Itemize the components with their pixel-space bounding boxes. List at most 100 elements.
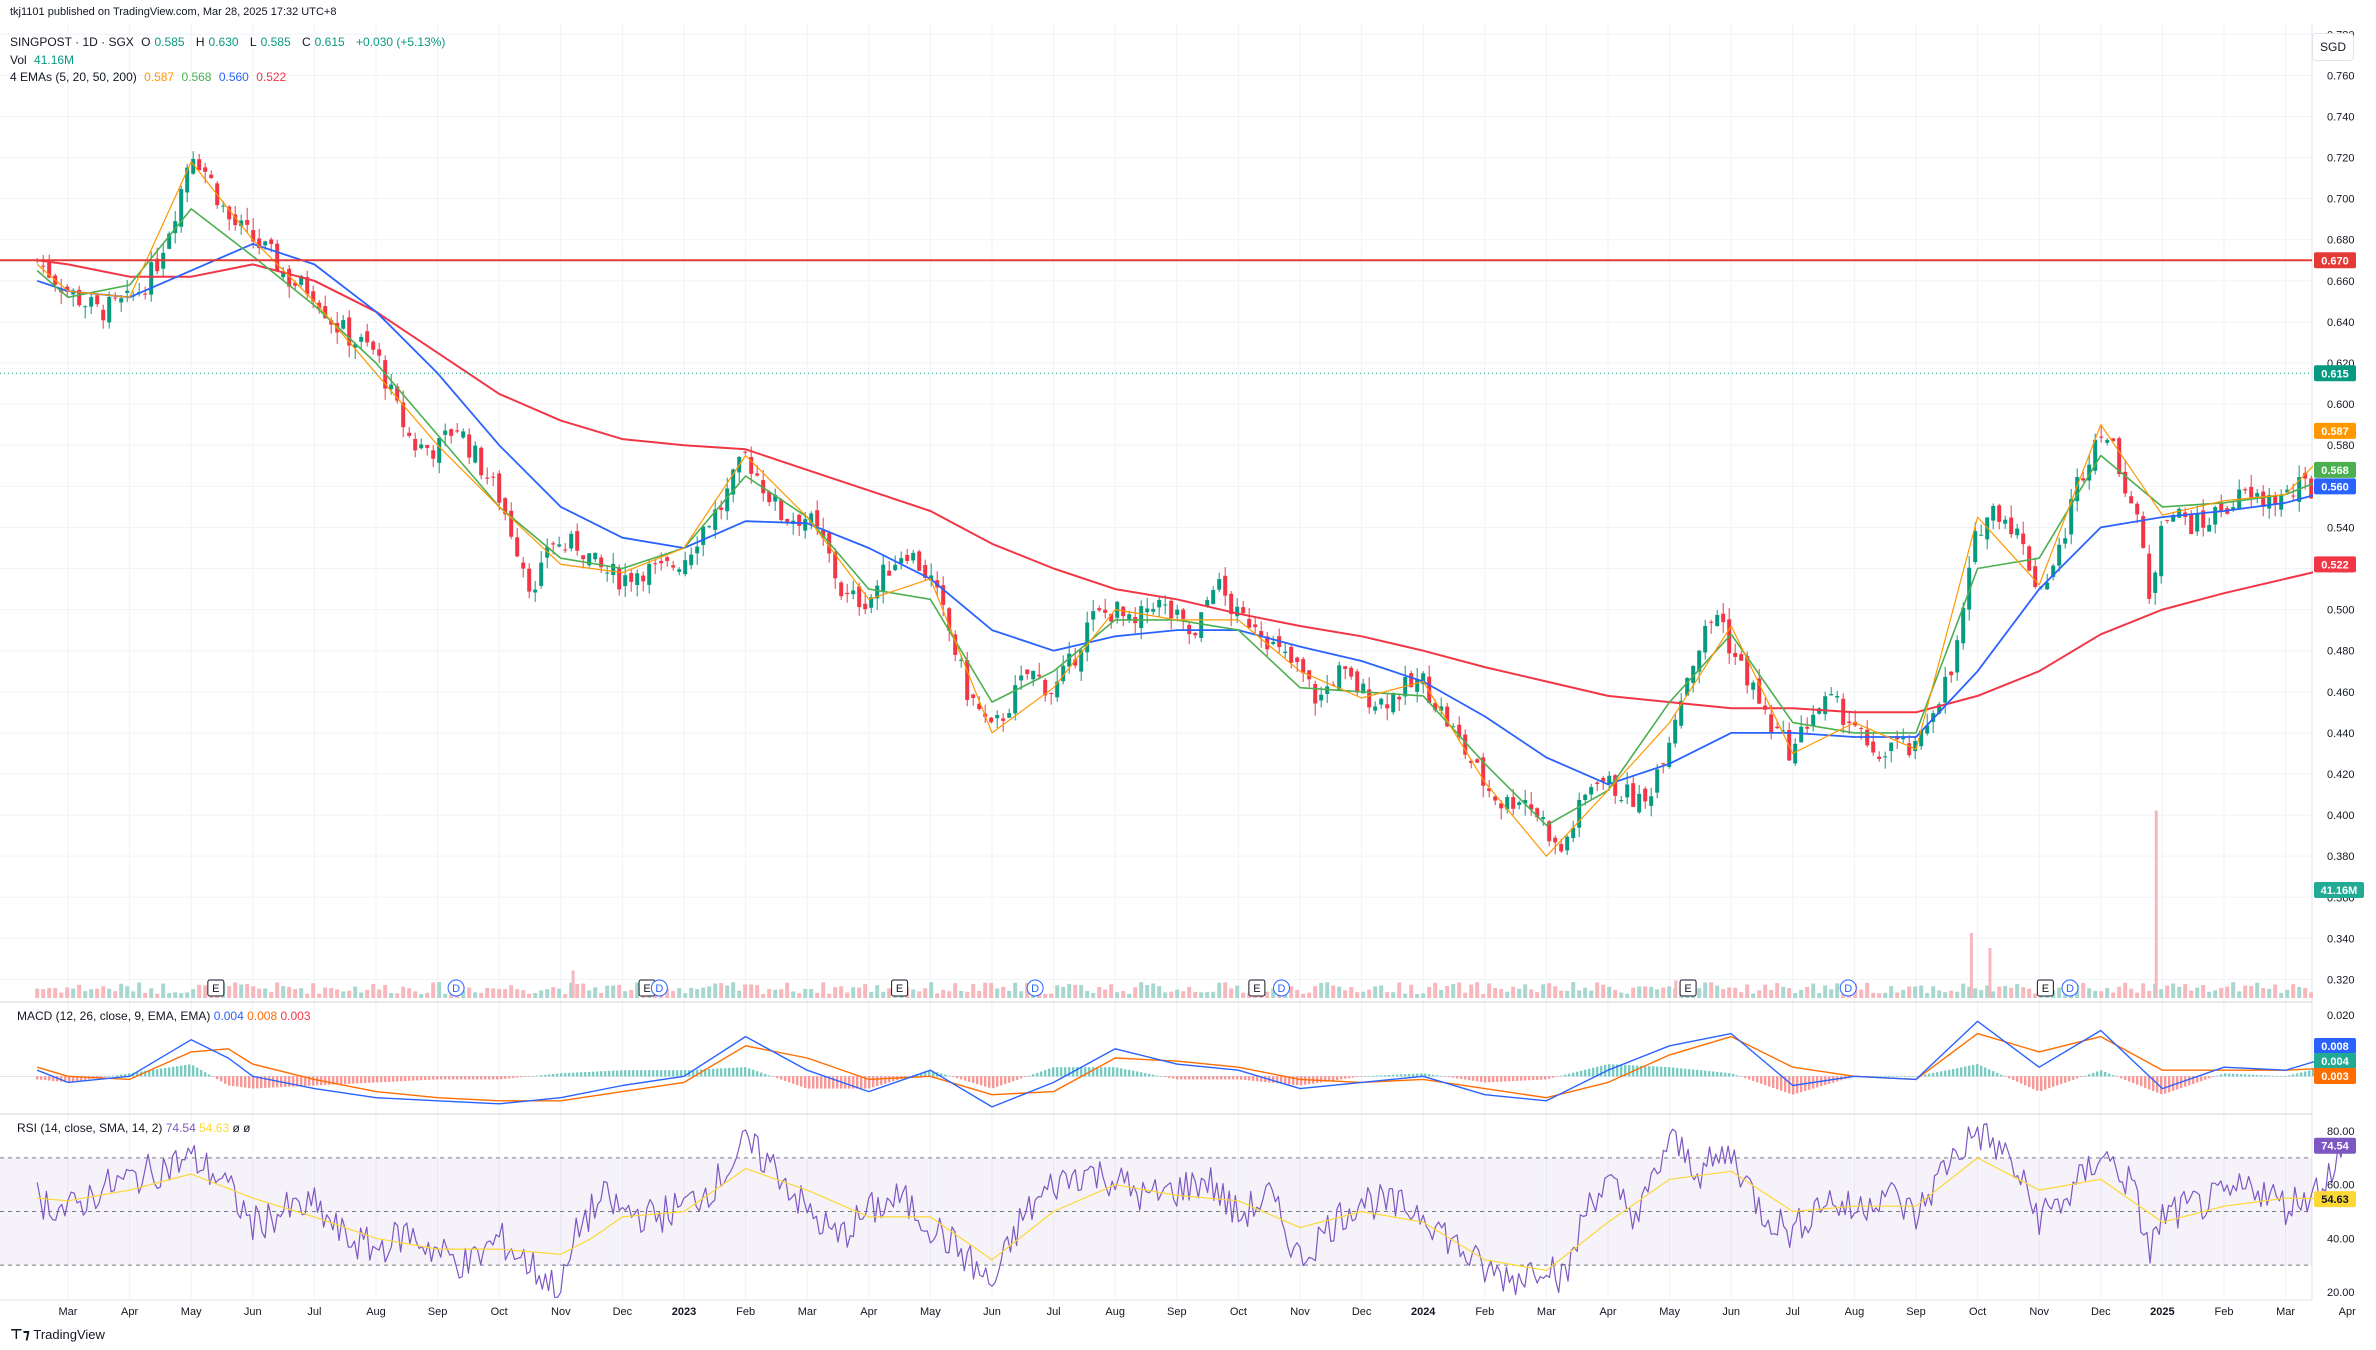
volume-bar <box>1607 986 1612 998</box>
volume-bar <box>1097 987 1102 998</box>
volume-bar <box>1979 990 1984 998</box>
volume-bar <box>383 984 388 998</box>
macd-histogram-bar <box>2052 1076 2055 1087</box>
macd-histogram-bar <box>424 1076 427 1081</box>
candle-body <box>41 265 46 267</box>
candle-body <box>2087 464 2092 481</box>
candle-body <box>179 189 184 227</box>
macd-label[interactable]: MACD (12, 26, close, 9, EMA, EMA) <box>17 1009 211 1023</box>
macd-histogram-bar <box>2244 1074 2247 1077</box>
volume-bar <box>491 988 496 998</box>
volume-bar <box>773 989 778 998</box>
volume-bar <box>2147 990 2152 998</box>
symbol-label[interactable]: SINGPOST · 1D · SGX <box>10 35 134 49</box>
ema50-value: 0.560 <box>218 70 249 84</box>
volume-bar <box>365 989 370 998</box>
macd-histogram-bar <box>1772 1076 1775 1088</box>
volume-bar <box>2171 983 2176 998</box>
macd-histogram-bar <box>1092 1067 1095 1077</box>
macd-histogram-bar <box>440 1076 443 1080</box>
candle-body <box>1829 694 1834 696</box>
vol-label[interactable]: Vol <box>10 53 27 67</box>
candle-body <box>1169 600 1174 619</box>
volume-bar <box>2213 990 2218 998</box>
macd-histogram-bar <box>1528 1076 1531 1081</box>
candle-body <box>809 513 814 524</box>
macd-histogram-bar <box>1476 1076 1479 1082</box>
macd-histogram-bar <box>40 1076 43 1080</box>
candle-body <box>2033 566 2038 587</box>
macd-histogram-bar <box>1336 1076 1339 1080</box>
candle-body <box>719 507 724 510</box>
volume-bar <box>2225 986 2230 998</box>
volume-bar <box>551 987 556 998</box>
candle-body <box>2219 503 2224 512</box>
volume-bar <box>1643 986 1648 998</box>
price-badge <box>2314 556 2356 573</box>
macd-histogram-bar <box>1280 1076 1283 1084</box>
volume-bar <box>1655 989 1660 998</box>
macd-histogram-bar <box>1320 1076 1323 1083</box>
macd-histogram-bar <box>408 1076 411 1081</box>
macd-histogram-bar <box>264 1076 267 1088</box>
macd-histogram-bar <box>1880 1076 1883 1077</box>
macd-histogram-bar <box>820 1076 823 1089</box>
currency-button[interactable]: SGD <box>2312 33 2354 61</box>
tradingview-logo[interactable]: ⊤⁊ TradingView <box>10 1326 105 1343</box>
macd-histogram-bar <box>2152 1076 2155 1092</box>
candle-body <box>1553 837 1558 843</box>
macd-histogram-bar <box>1168 1076 1171 1078</box>
candle-body <box>989 717 994 723</box>
volume-bar <box>605 985 610 998</box>
candle-body <box>653 563 658 565</box>
candle-body <box>779 499 784 520</box>
time-tick-label: 2024 <box>1411 1306 1436 1318</box>
macd-histogram-bar <box>520 1076 523 1078</box>
macd-histogram-bar <box>2292 1074 2295 1077</box>
macd-histogram-bar <box>236 1076 239 1087</box>
volume-bar <box>2255 982 2260 998</box>
volume-bar <box>1505 991 1510 998</box>
volume-bar <box>239 984 244 998</box>
macd-histogram-bar <box>1408 1073 1411 1077</box>
ema-label[interactable]: 4 EMAs (5, 20, 50, 200) <box>10 70 137 84</box>
candle-body <box>1673 719 1678 744</box>
price-tick-label: 0.340 <box>2327 933 2355 945</box>
candle-body <box>2009 517 2014 535</box>
macd-histogram-bar <box>1504 1076 1507 1082</box>
macd-histogram-bar <box>492 1076 495 1080</box>
time-axis: Mar Apr May Jun Jul Aug Sep Oct Nov Dec 2023 Feb Mar… <box>0 1299 2356 1318</box>
candle-body <box>143 293 148 295</box>
candle-body <box>1421 673 1426 684</box>
macd-histogram-bar <box>384 1076 387 1082</box>
volume-bar <box>2177 986 2182 998</box>
macd-histogram-bar <box>1188 1076 1191 1080</box>
volume-bar <box>2057 987 2062 998</box>
macd-histogram-bar <box>1984 1067 1987 1077</box>
macd-histogram-bar <box>288 1076 291 1087</box>
volume-bar <box>497 988 502 998</box>
macd-histogram-bar <box>1988 1069 1991 1077</box>
macd-histogram-bar <box>416 1076 419 1081</box>
candle-body <box>1625 784 1630 798</box>
volume-bar <box>1763 984 1768 998</box>
macd-histogram-bar <box>1456 1076 1459 1079</box>
candle-body <box>767 491 772 503</box>
time-tick-label: Nov <box>551 1306 571 1318</box>
candle-body <box>629 573 634 582</box>
volume-bar <box>851 987 856 998</box>
candle-body <box>1139 606 1144 629</box>
macd-histogram-bar <box>1372 1075 1375 1077</box>
macd-histogram-bar <box>1396 1074 1399 1077</box>
rsi-label[interactable]: RSI (14, close, SMA, 14, 2) <box>17 1121 163 1135</box>
volume-bar <box>101 986 106 998</box>
candle-body <box>1925 725 1930 734</box>
macd-histogram-bar <box>556 1073 559 1077</box>
candle-body <box>305 277 310 295</box>
candle-body <box>359 336 364 342</box>
candle-body <box>623 575 628 587</box>
candle-body <box>797 514 802 526</box>
